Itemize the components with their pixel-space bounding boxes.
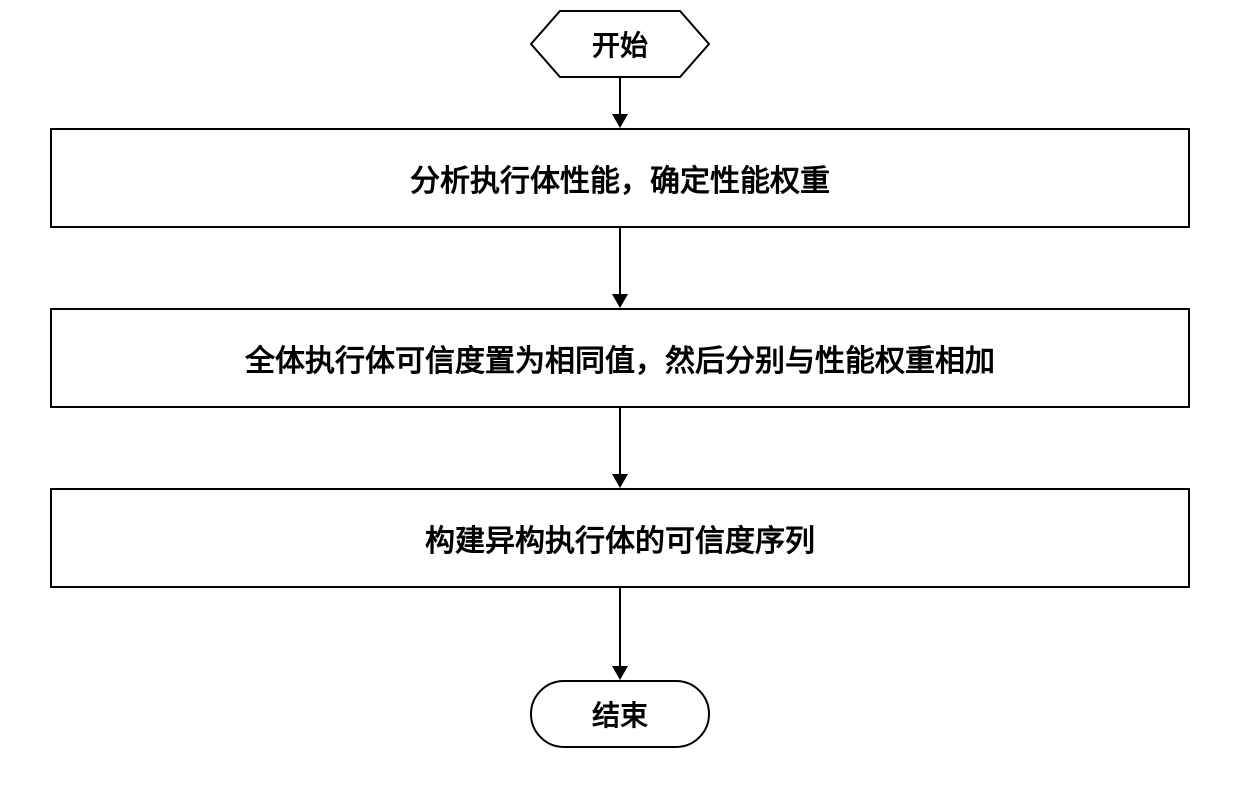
start-node: 开始: [530, 10, 710, 78]
step1-node: 分析执行体性能，确定性能权重: [50, 128, 1190, 228]
step2-node: 全体执行体可信度置为相同值，然后分别与性能权重相加: [50, 308, 1190, 408]
flowchart-container: 开始 分析执行体性能，确定性能权重 全体执行体可信度置为相同值，然后分别与性能权…: [0, 0, 1240, 798]
step2-label: 全体执行体可信度置为相同值，然后分别与性能权重相加: [245, 336, 995, 380]
step3-label: 构建异构执行体的可信度序列: [425, 516, 815, 560]
step1-label: 分析执行体性能，确定性能权重: [410, 156, 830, 200]
end-node: 结束: [530, 680, 710, 748]
start-label: 开始: [592, 24, 648, 64]
end-label: 结束: [592, 694, 648, 734]
step3-node: 构建异构执行体的可信度序列: [50, 488, 1190, 588]
